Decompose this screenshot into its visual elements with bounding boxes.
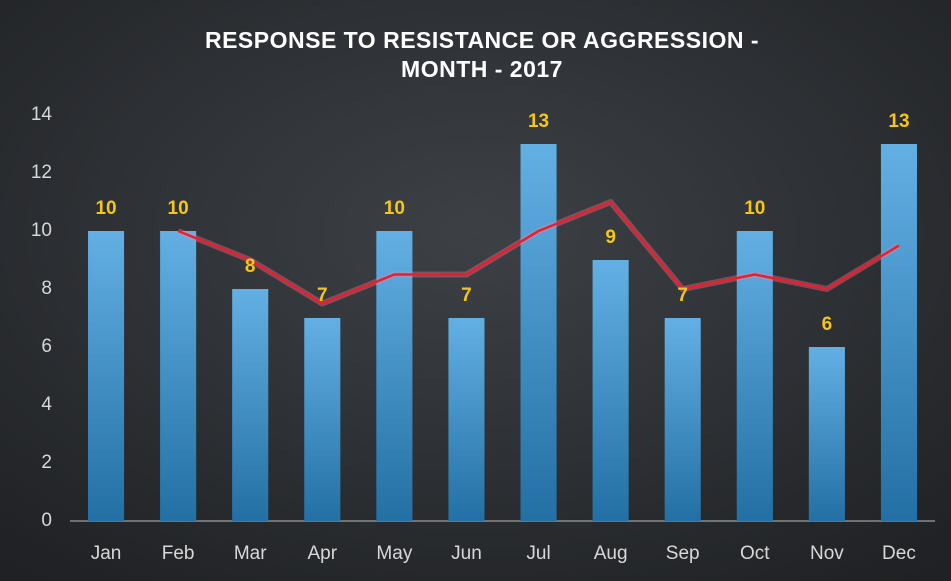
y-tick-label: 0 bbox=[41, 510, 52, 531]
x-tick-label: Jul bbox=[526, 543, 550, 564]
y-tick-label: 2 bbox=[41, 452, 52, 473]
bar-shade bbox=[304, 318, 341, 521]
bar-shade bbox=[448, 318, 485, 521]
x-tick-label: Jan bbox=[91, 543, 122, 564]
y-tick-label: 8 bbox=[41, 278, 52, 299]
x-tick-label: Dec bbox=[882, 543, 916, 564]
data-label: 7 bbox=[317, 285, 328, 306]
x-tick-label: Jun bbox=[451, 543, 482, 564]
y-tick-label: 6 bbox=[41, 336, 52, 357]
x-tick-label: Aug bbox=[594, 543, 628, 564]
data-label: 6 bbox=[822, 314, 833, 335]
x-tick-label: Apr bbox=[308, 543, 338, 564]
bar-shade bbox=[808, 347, 845, 521]
data-label: 10 bbox=[95, 198, 116, 219]
data-label: 7 bbox=[677, 285, 688, 306]
x-tick-label: Feb bbox=[162, 543, 195, 564]
y-tick-label: 14 bbox=[31, 104, 53, 125]
bar-shade bbox=[880, 144, 917, 521]
x-tick-label: Nov bbox=[810, 543, 844, 564]
bar-shade bbox=[736, 231, 773, 521]
y-tick-label: 12 bbox=[31, 162, 52, 183]
data-label: 13 bbox=[528, 111, 549, 132]
data-label: 7 bbox=[461, 285, 472, 306]
bar-shade bbox=[520, 144, 557, 521]
data-label: 8 bbox=[245, 256, 256, 277]
y-tick-label: 4 bbox=[41, 394, 52, 415]
chart-title: MONTH - 2017 bbox=[401, 56, 563, 82]
bar-shade bbox=[232, 289, 269, 521]
bar-shade bbox=[592, 260, 629, 521]
x-tick-label: Oct bbox=[740, 543, 770, 564]
line bbox=[177, 200, 900, 305]
data-label: 10 bbox=[744, 198, 765, 219]
bar-shade bbox=[88, 231, 125, 521]
x-tick-label: Sep bbox=[666, 543, 700, 564]
x-tick-label: Mar bbox=[234, 543, 267, 564]
y-tick-label: 10 bbox=[31, 220, 52, 241]
bar-shade bbox=[664, 318, 701, 521]
bar-shade bbox=[160, 231, 197, 521]
x-tick-label: May bbox=[376, 543, 412, 564]
data-label: 10 bbox=[384, 198, 405, 219]
chart-title: RESPONSE TO RESISTANCE OR AGGRESSION - bbox=[205, 27, 759, 53]
data-label: 13 bbox=[888, 111, 909, 132]
data-label: 9 bbox=[605, 227, 616, 248]
data-label: 10 bbox=[168, 198, 189, 219]
